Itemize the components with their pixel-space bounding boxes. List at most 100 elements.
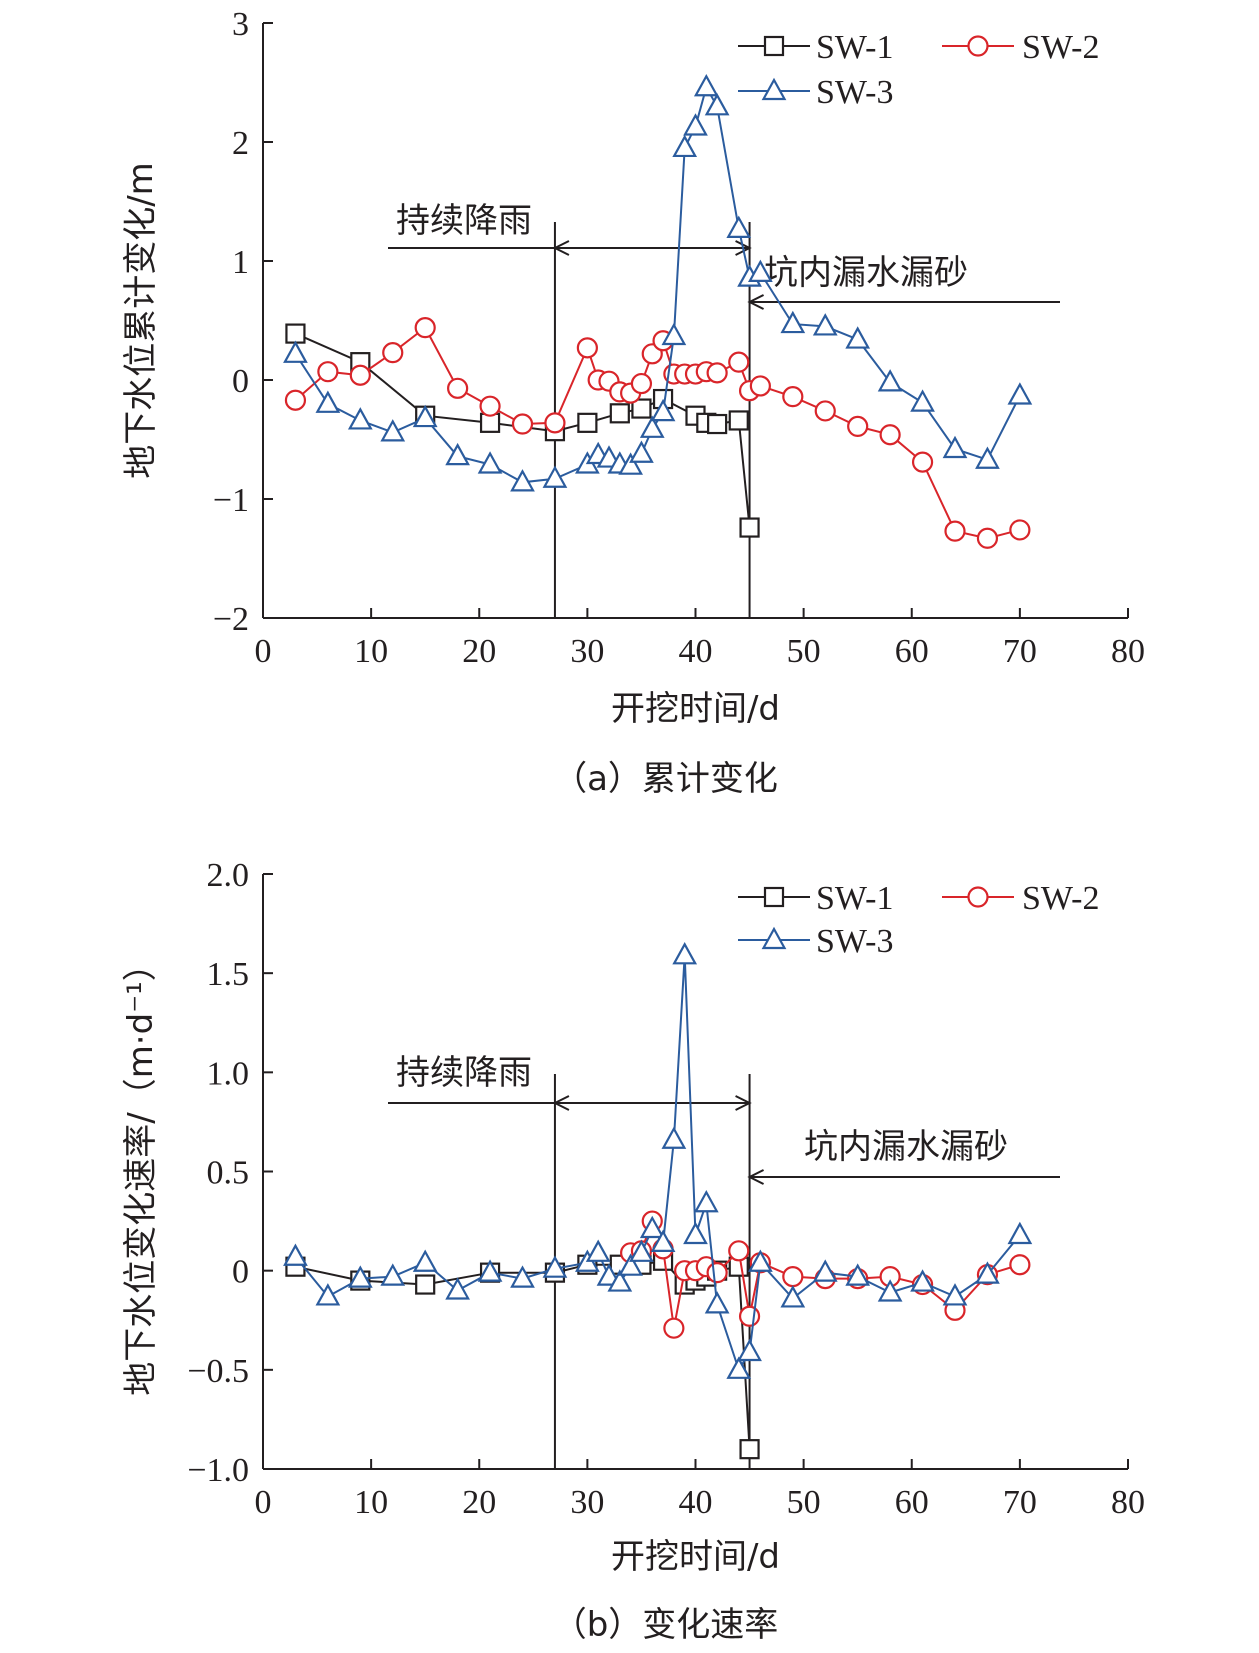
x-tick-label: 40 <box>679 633 713 670</box>
data-point <box>748 259 773 282</box>
data-point <box>347 1265 373 1288</box>
data-point <box>315 390 341 413</box>
y-axis-label: 地下水位累计变化/m <box>121 162 161 479</box>
data-point <box>877 1279 903 1302</box>
y-tick-label: 1.5 <box>207 956 250 993</box>
data-point <box>510 469 535 492</box>
data-point <box>704 1291 730 1314</box>
data-point <box>737 1338 762 1362</box>
data-point <box>1009 519 1031 541</box>
data-point <box>542 1255 568 1278</box>
data-point <box>607 1269 633 1292</box>
y-tick-label: −2 <box>213 601 249 638</box>
legend-marker <box>761 77 787 101</box>
x-tick-label: 0 <box>255 1484 272 1521</box>
data-point <box>347 407 373 430</box>
arrow-head-left <box>552 1095 570 1111</box>
data-point <box>618 452 643 475</box>
data-point <box>728 410 749 431</box>
data-point <box>414 317 436 339</box>
x-tick-label: 60 <box>895 1484 929 1521</box>
data-point <box>975 446 1000 469</box>
figure-caption: （b）变化速率 <box>553 1605 779 1645</box>
data-point <box>412 1249 438 1272</box>
x-tick-label: 70 <box>1003 633 1037 670</box>
legend-label: SW-3 <box>816 74 893 111</box>
data-point <box>380 419 406 442</box>
figure-caption: （a）累计变化 <box>553 759 778 799</box>
data-point <box>585 1239 611 1262</box>
data-point <box>639 415 665 438</box>
y-tick-label: 2.0 <box>207 857 250 894</box>
x-tick-label: 80 <box>1111 1484 1145 1521</box>
data-point <box>728 351 750 373</box>
data-point <box>283 1243 308 1266</box>
data-point <box>447 377 469 399</box>
data-point <box>650 1229 676 1253</box>
data-point <box>1007 382 1033 405</box>
y-tick-label: −1 <box>213 482 249 519</box>
x-tick-label: 80 <box>1111 633 1145 670</box>
leak-annotation: 坑内漏水漏砂 <box>764 253 968 293</box>
legend: SW-1 SW-2 SW-3 <box>738 880 1099 960</box>
data-point <box>944 520 966 542</box>
y-tick-label: 1.0 <box>207 1055 250 1092</box>
data-point <box>706 362 728 384</box>
data-point <box>910 389 935 412</box>
x-tick-label: 40 <box>679 1484 713 1521</box>
data-point <box>739 1439 760 1460</box>
data-point <box>618 1253 643 1276</box>
legend-marker <box>967 35 989 57</box>
data-point <box>975 1261 1000 1284</box>
x-tick-label: 50 <box>787 1484 821 1521</box>
data-point <box>609 403 630 424</box>
y-tick-label: 2 <box>232 125 249 162</box>
data-point <box>477 1259 503 1282</box>
y-tick-label: 3 <box>232 6 249 43</box>
data-point <box>910 1269 935 1292</box>
x-tick-label: 20 <box>462 1484 496 1521</box>
legend: SW-1 SW-2 SW-3 <box>738 29 1099 111</box>
data-point <box>542 465 568 488</box>
data-point <box>661 1126 687 1149</box>
data-point <box>349 364 371 386</box>
y-tick-label: 0 <box>232 363 249 400</box>
data-point <box>782 386 804 408</box>
rain-annotation: 持续降雨 <box>396 201 532 241</box>
data-point <box>672 134 698 158</box>
data-point <box>1007 1221 1033 1245</box>
data-point <box>380 1263 406 1286</box>
x-tick-label: 60 <box>895 633 929 670</box>
data-point <box>877 369 903 392</box>
data-point <box>780 310 806 334</box>
y-tick-label: 0.5 <box>207 1155 250 1192</box>
legend-label: SW-2 <box>1022 29 1099 66</box>
data-point <box>661 322 687 346</box>
data-point <box>726 1356 752 1379</box>
data-point <box>707 413 728 435</box>
x-tick-label: 10 <box>354 633 388 670</box>
chart-panel-b: 0 10 20 30 40 50 60 70 80 −1.0 −0.5 0 0.5 1.0 1.5 2.0 开挖… <box>121 857 1145 1645</box>
x-tick-label: 30 <box>570 633 604 670</box>
data-point <box>693 73 719 97</box>
data-point <box>283 340 308 363</box>
data-point <box>726 215 752 238</box>
data-point <box>445 1277 470 1300</box>
data-point <box>382 342 404 364</box>
data-point <box>629 1239 654 1262</box>
data-point <box>706 1262 728 1284</box>
y-tick-label: −0.5 <box>187 1353 249 1390</box>
data-point <box>748 1249 773 1272</box>
data-point <box>738 1305 761 1327</box>
arrow-head-left <box>747 294 765 310</box>
data-point <box>672 942 698 965</box>
data-point <box>749 375 771 397</box>
data-point <box>639 1215 665 1239</box>
data-point <box>728 1240 750 1262</box>
y-tick-label: −1.0 <box>187 1452 249 1489</box>
data-point <box>782 1266 804 1288</box>
legend-label: SW-1 <box>816 880 893 917</box>
data-point <box>812 313 838 336</box>
x-tick-label: 50 <box>787 633 821 670</box>
